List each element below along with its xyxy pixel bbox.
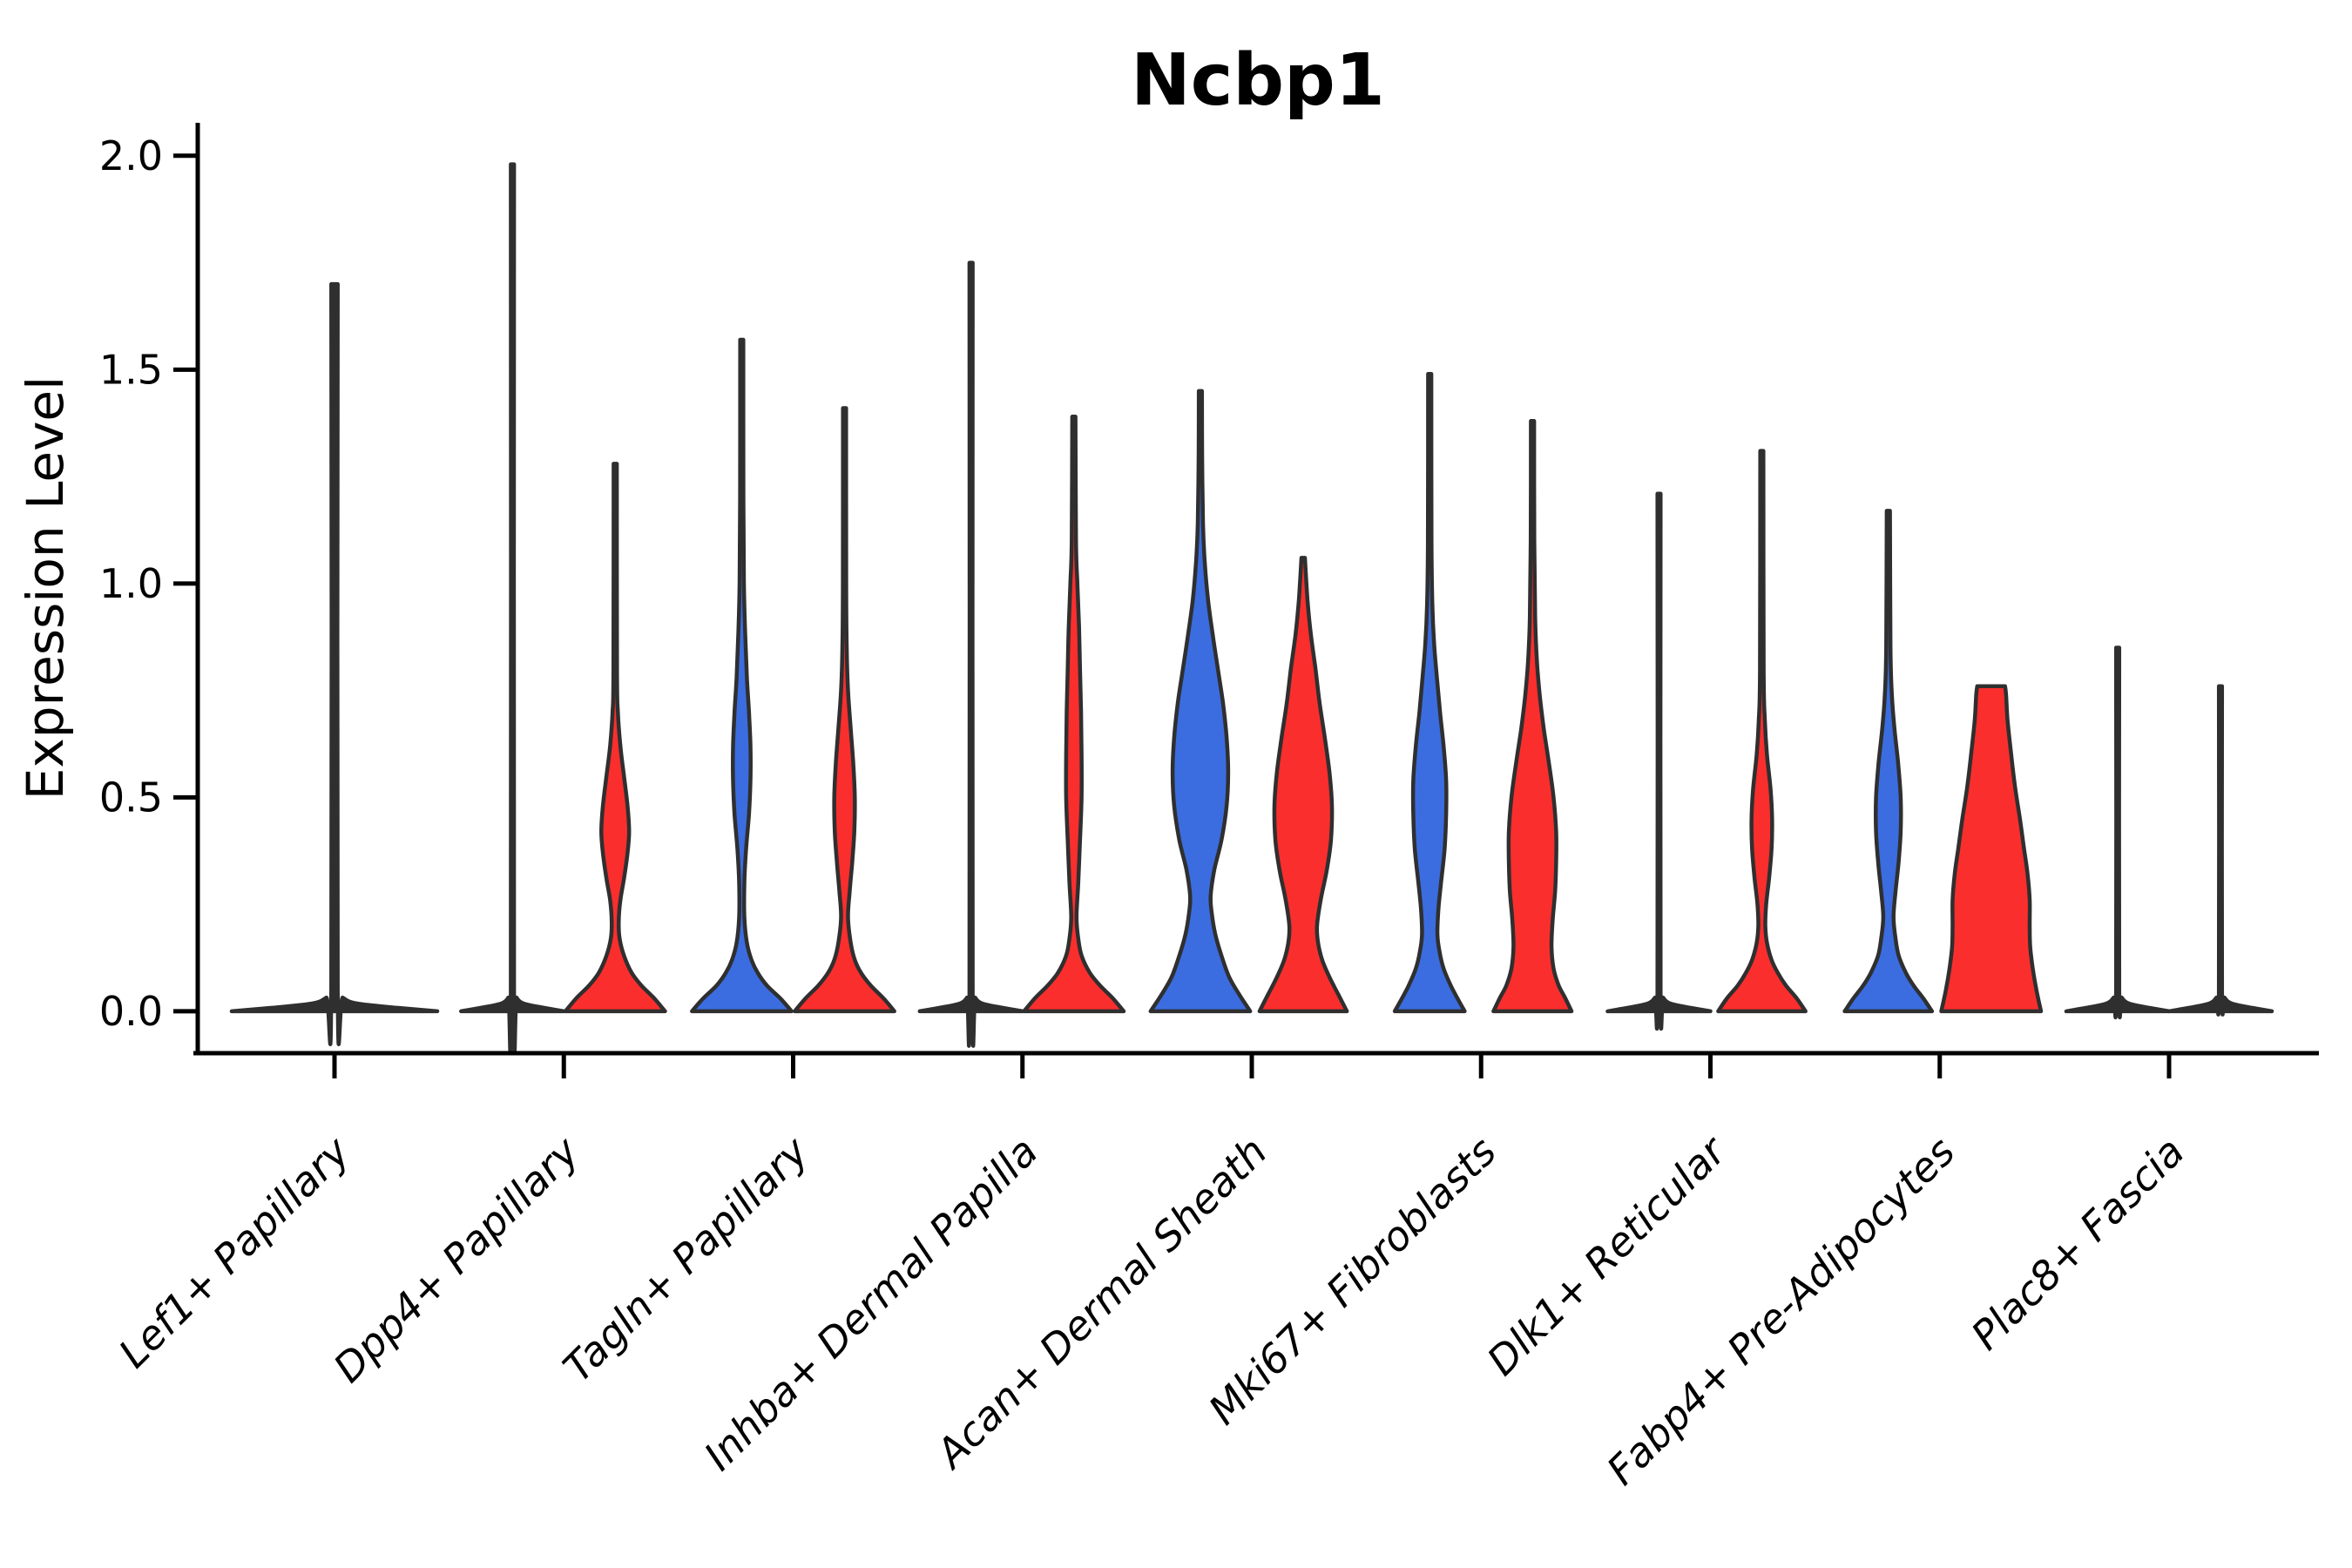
violin-tagln-papillary-right — [793, 406, 896, 1014]
violin-fabp4-pre-adipocytes-left — [1842, 509, 1935, 1014]
y-tick-label: 0.0 — [99, 988, 163, 1035]
violin-dpp4-papillary-left — [459, 162, 566, 1056]
violin-dpp4-papillary-right — [563, 462, 667, 1014]
violin-dlk1-reticular-left — [1605, 491, 1713, 1031]
x-tick-label: Lef1+ Papillary — [110, 1127, 359, 1376]
violins-layer — [229, 162, 2274, 1056]
violin-mki67-fibroblasts-left — [1392, 371, 1467, 1014]
violin-mki67-fibroblasts-right — [1491, 419, 1574, 1014]
violin-lef1-papillary-center — [229, 281, 440, 1046]
violin-tagln-papillary-left — [690, 337, 794, 1014]
x-tick-label: Plac8+ Fascia — [1962, 1128, 2193, 1359]
y-tick-label: 1.0 — [99, 560, 163, 607]
violin-acan-dermal-sheath-right — [1257, 556, 1349, 1014]
x-tick-label: Dpp4+ Papillary — [324, 1127, 588, 1391]
y-tick-label: 0.5 — [99, 774, 163, 821]
violin-inhba-dermal-papilla-right — [1022, 415, 1126, 1014]
y-tick-label: 2.0 — [99, 132, 163, 179]
x-tick-label: Tagln+ Papillary — [554, 1127, 818, 1391]
violin-fabp4-pre-adipocytes-right — [1939, 684, 2044, 1014]
violin-dlk1-reticular-right — [1716, 449, 1808, 1014]
violin-plac8-fascia-left — [2064, 645, 2172, 1020]
violin-plac8-fascia-right — [2166, 684, 2274, 1017]
violin-inhba-dermal-papilla-left — [917, 260, 1025, 1048]
y-axis-label: Expression Level — [16, 376, 75, 800]
x-tick-label: Dlk1+ Reticular — [1478, 1125, 1737, 1384]
chart-title: Ncbp1 — [1131, 39, 1385, 122]
y-tick-label: 1.5 — [99, 346, 163, 393]
violin-acan-dermal-sheath-left — [1148, 389, 1253, 1014]
